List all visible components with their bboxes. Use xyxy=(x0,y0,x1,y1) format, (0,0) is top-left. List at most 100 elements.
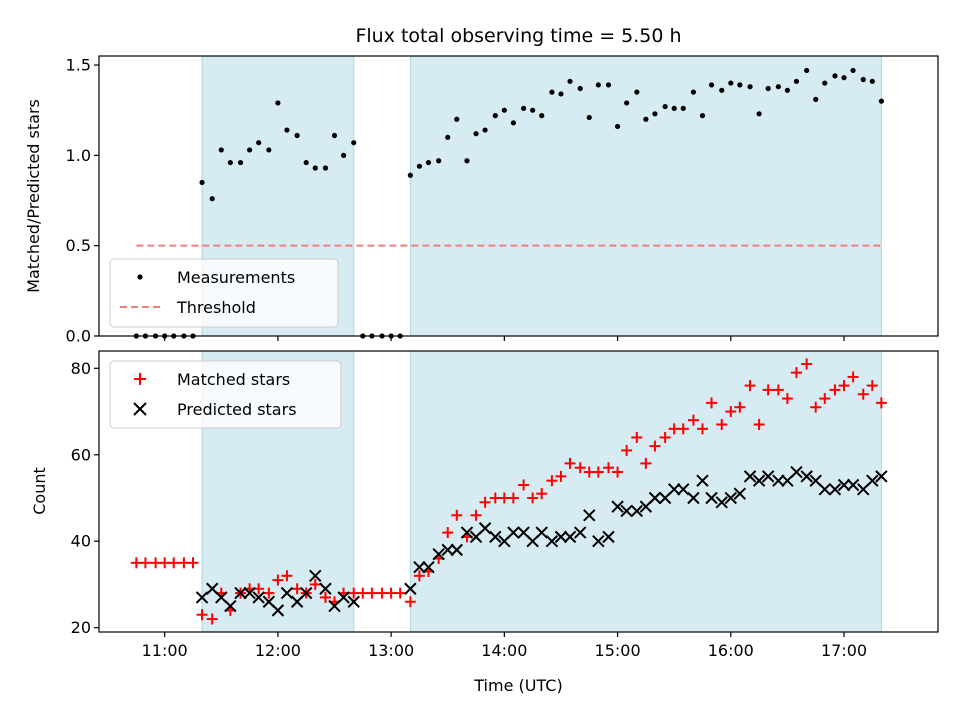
measurement-point xyxy=(530,107,536,113)
measurement-point xyxy=(850,67,856,74)
predicted-star-point xyxy=(347,595,360,608)
matched-star-point xyxy=(847,371,859,383)
predicted-star-point xyxy=(554,530,568,544)
matched-star-point xyxy=(772,384,784,396)
measurement-point xyxy=(227,159,233,166)
top-y-tick-label: 0.0 xyxy=(66,327,91,346)
predicted-star-point xyxy=(687,491,700,505)
predicted-star-point xyxy=(234,586,247,600)
measurement-point xyxy=(699,113,706,119)
predicted-star-point xyxy=(667,483,681,496)
x-tick-label: 14:00 xyxy=(481,641,527,660)
predicted-star-point xyxy=(715,496,728,509)
measurement-point xyxy=(237,159,244,166)
bottom-y-tick-label: 40 xyxy=(71,532,91,551)
predicted-star-point xyxy=(441,543,454,557)
predicted-star-point xyxy=(413,560,426,574)
predicted-star-point xyxy=(696,474,709,487)
predicted-star-point xyxy=(752,474,766,487)
matched-star-point xyxy=(574,462,586,474)
matched-star-point xyxy=(564,457,576,469)
measurement-point xyxy=(577,85,583,92)
x-tick-label: 11:00 xyxy=(142,641,188,660)
predicted-star-point xyxy=(545,535,559,548)
predicted-star-point xyxy=(243,586,256,600)
matched-star-point xyxy=(507,492,519,504)
predicted-star-point xyxy=(309,569,322,583)
predicted-star-point xyxy=(252,591,265,604)
bottom-y-axis-label: Count xyxy=(30,467,49,515)
matched-star-point xyxy=(281,570,293,582)
predicted-star-point xyxy=(724,491,738,505)
predicted-star-point xyxy=(866,474,879,487)
predicted-star-point xyxy=(478,522,492,535)
matched-star-point xyxy=(640,457,652,469)
top-y-tick-label: 1.5 xyxy=(66,56,91,75)
bottom-x-axis-ticks: 11:00 12:00 13:00 14:00 15:00 16:00 17:00 xyxy=(142,632,867,660)
predicted-star-point xyxy=(460,526,474,539)
matched-star-point xyxy=(696,423,708,435)
measurement-point xyxy=(747,84,753,90)
matched-star-point xyxy=(555,470,567,482)
matched-star-point xyxy=(687,414,699,426)
top-x-axis-ticks xyxy=(164,336,845,341)
bottom-plot-frame xyxy=(98,350,939,633)
measurement-point xyxy=(719,87,725,93)
measurement-point xyxy=(662,103,668,110)
matched-star-point xyxy=(744,380,756,392)
measurement-point xyxy=(275,100,281,106)
matched-star-point xyxy=(603,462,615,474)
measurement-point xyxy=(567,78,573,84)
matched-star-point xyxy=(838,380,850,392)
measurement-point xyxy=(246,147,253,153)
predicted-star-point xyxy=(648,491,662,505)
measurement-point xyxy=(822,80,828,86)
measurement-point xyxy=(558,91,564,97)
measurement-point xyxy=(425,159,432,166)
predicted-star-point xyxy=(535,526,548,539)
measurement-point xyxy=(266,147,272,153)
measurement-point xyxy=(671,105,677,111)
chart-title: Flux total observing time = 5.50 h xyxy=(355,25,681,47)
legend-predicted-label: Predicted stars xyxy=(177,400,297,419)
matched-star-point xyxy=(413,570,425,582)
measurement-point xyxy=(708,82,715,88)
top-y-tick-label: 1.0 xyxy=(66,146,91,165)
measurement-point xyxy=(284,127,290,133)
predicted-star-point xyxy=(450,543,463,557)
measurement-point xyxy=(539,113,545,119)
top-y-tick-label: 0.5 xyxy=(66,236,91,255)
measurement-point xyxy=(624,100,630,106)
matched-star-point xyxy=(527,492,539,504)
predicted-star-point xyxy=(818,483,831,496)
matched-star-point xyxy=(470,509,482,521)
measurement-point xyxy=(331,132,338,139)
matched-star-point xyxy=(168,557,180,569)
measurement-point xyxy=(312,165,318,171)
measurement-point xyxy=(878,98,884,104)
matched-star-point xyxy=(677,423,689,435)
measurement-point xyxy=(680,105,686,111)
bottom-legend: Matched stars Predicted stars xyxy=(109,360,342,429)
top-legend: Measurements Threshold xyxy=(109,258,339,328)
matched-star-point xyxy=(592,466,604,478)
matched-star-point xyxy=(725,406,737,418)
legend-predicted-marker xyxy=(133,402,147,416)
measurement-point xyxy=(445,134,451,140)
measurement-point xyxy=(492,113,498,119)
measurement-point xyxy=(643,116,649,122)
matched-star-point xyxy=(781,393,793,405)
measurement-point xyxy=(775,84,781,90)
matched-star-point xyxy=(621,444,633,456)
predicted-star-point xyxy=(489,530,502,544)
legend-threshold-label: Threshold xyxy=(176,298,256,317)
predicted-star-point xyxy=(743,470,757,483)
matched-star-point xyxy=(309,578,321,590)
predicted-star-point xyxy=(432,547,445,561)
legend-matched-marker xyxy=(134,373,146,385)
measurement-point xyxy=(728,80,734,86)
matched-star-point xyxy=(366,587,378,599)
predicted-star-point xyxy=(761,470,775,483)
matched-star-point xyxy=(801,358,813,370)
